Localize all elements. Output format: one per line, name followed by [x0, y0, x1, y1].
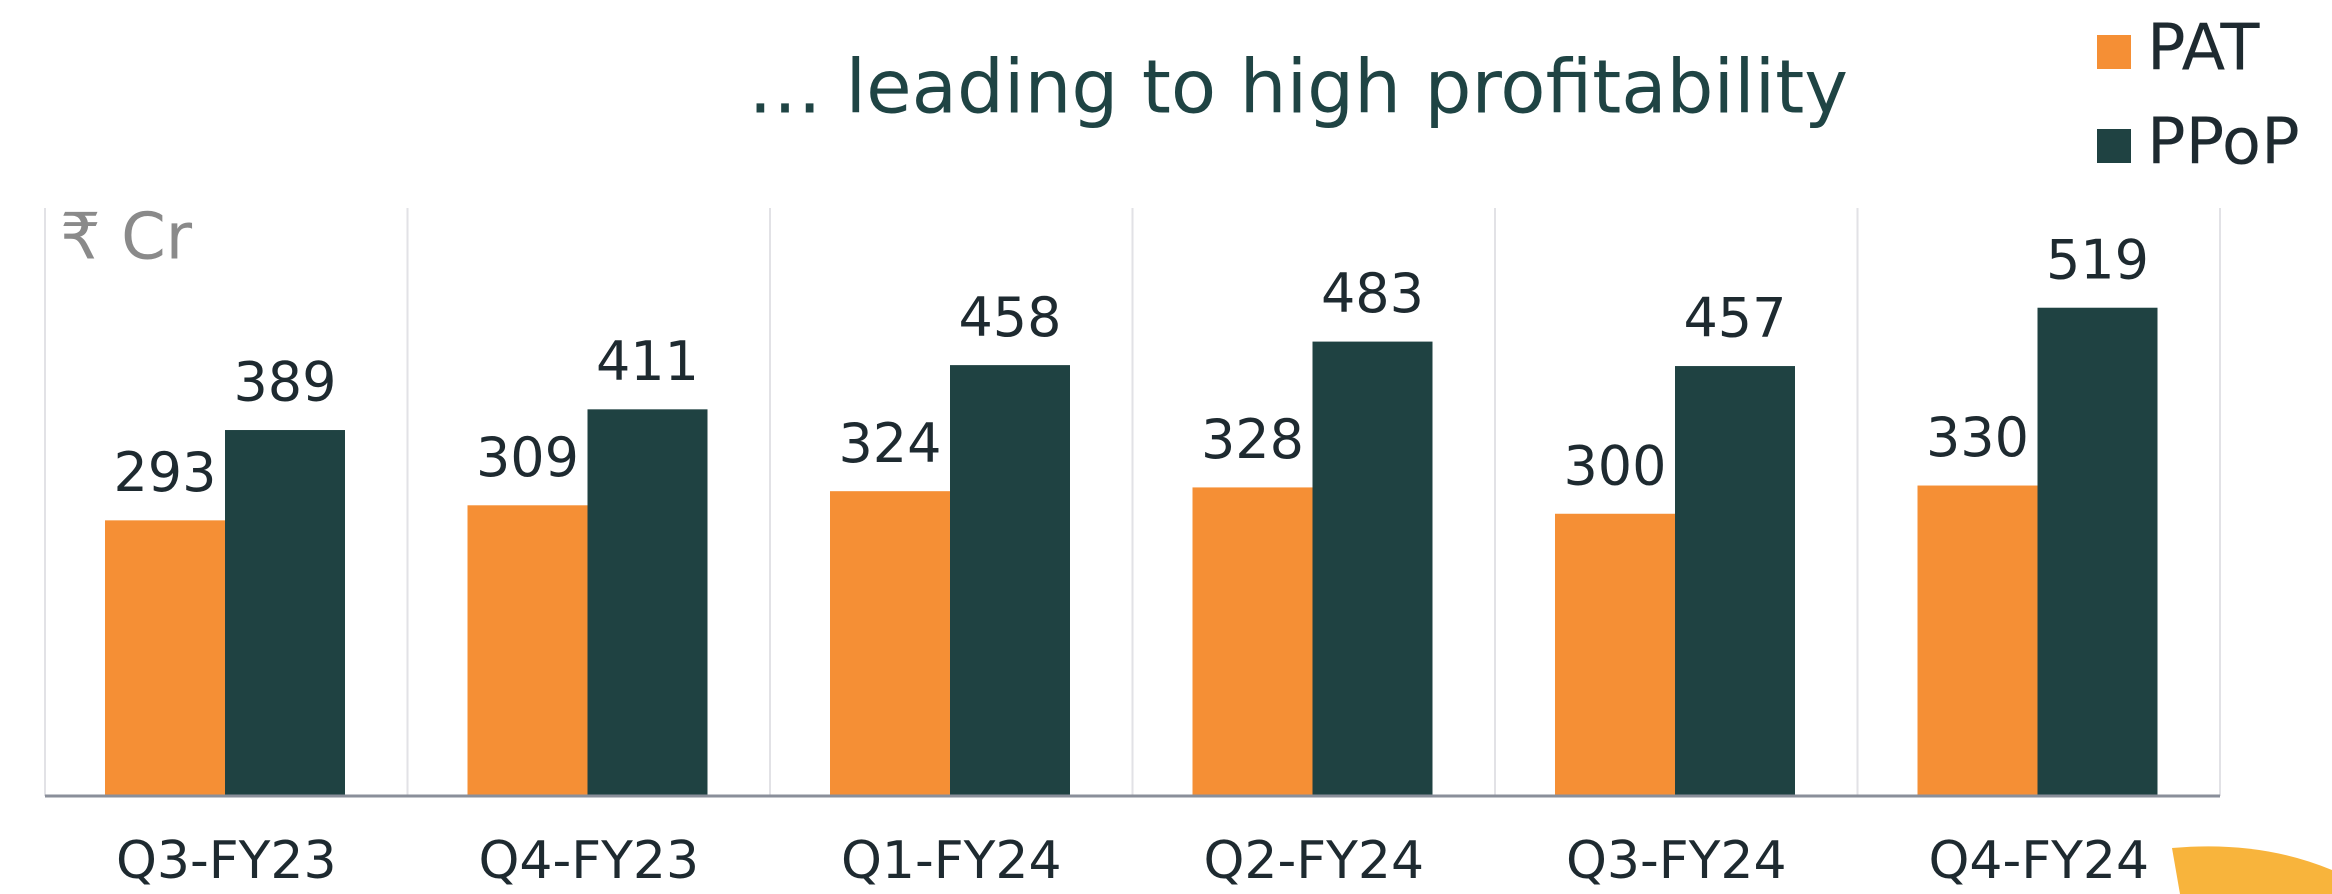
value-label: 300: [1563, 434, 1666, 497]
bar: [587, 409, 708, 796]
legend-label: PAT: [2147, 12, 2260, 86]
x-tick-label: Q1-FY24: [841, 831, 1062, 891]
x-tick-label: Q2-FY24: [1203, 831, 1424, 891]
value-label: 457: [1683, 287, 1786, 350]
x-tick-label: Q4-FY23: [478, 831, 699, 891]
decoration: [2172, 846, 2332, 894]
bar: [225, 430, 345, 796]
bar: [2037, 307, 2158, 796]
legend-swatch: [2097, 129, 2131, 163]
bar: [830, 491, 950, 796]
value-label: 330: [1926, 406, 2029, 469]
legend-swatch: [2097, 35, 2131, 69]
bar: [1555, 513, 1675, 796]
x-tick-label: Q3-FY23: [116, 831, 337, 891]
value-label: 411: [596, 330, 699, 393]
bar: [1917, 485, 2038, 796]
value-label: 293: [113, 441, 216, 504]
value-label: 389: [233, 351, 336, 414]
bar: [467, 505, 588, 796]
value-label: 324: [838, 412, 941, 475]
bar: [1312, 341, 1433, 796]
value-label: 483: [1321, 262, 1424, 325]
x-tick-label: Q3-FY24: [1566, 831, 1787, 891]
chart-title: … leading to high profitability: [748, 45, 1848, 131]
value-label: 458: [958, 286, 1061, 349]
unit-label: ₹ Cr: [60, 201, 193, 275]
value-label: 519: [2046, 228, 2149, 291]
bar: [950, 365, 1070, 796]
x-tick-label: Q4-FY24: [1928, 831, 2149, 891]
value-label: 309: [476, 426, 579, 489]
bar: [1192, 487, 1313, 796]
legend-label: PPoP: [2147, 106, 2300, 180]
bar: [1675, 366, 1795, 796]
bar: [105, 520, 225, 796]
value-label: 328: [1201, 408, 1304, 471]
